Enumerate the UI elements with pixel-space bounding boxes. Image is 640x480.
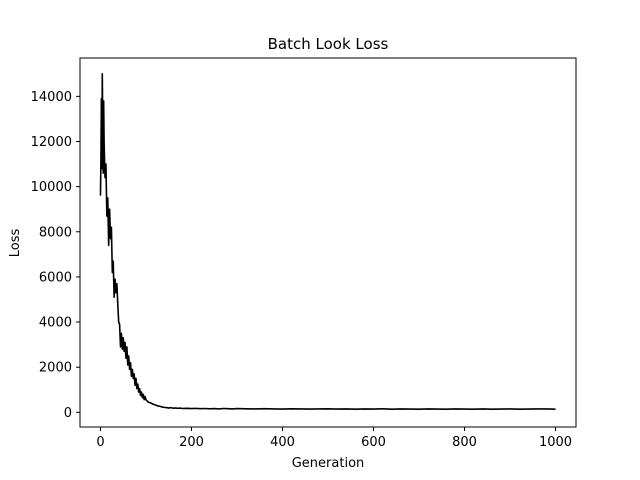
x-tick-label: 0 — [96, 435, 104, 450]
x-axis-label: Generation — [292, 456, 365, 471]
chart-title: Batch Look Loss — [268, 35, 389, 53]
y-tick-label: 6000 — [39, 270, 72, 285]
y-tick-label: 0 — [64, 406, 72, 421]
x-tick-label: 400 — [270, 435, 295, 450]
plot-area: 0 200 400 600 800 100002000400060008000100001… — [31, 57, 577, 450]
y-tick-label: 8000 — [39, 225, 72, 240]
loss-series-line — [99, 73, 556, 410]
y-tick-label: 10000 — [31, 180, 72, 195]
x-tick-label: 1000 — [539, 435, 572, 450]
x-tick-label: 200 — [179, 435, 204, 450]
y-tick-label: 14000 — [31, 90, 72, 105]
axes-frame — [79, 57, 577, 428]
x-tick-label: 600 — [361, 435, 386, 450]
y-tick-label: 4000 — [39, 316, 72, 331]
y-tick-label: 12000 — [31, 135, 72, 150]
y-axis-label: Loss — [8, 229, 23, 258]
x-tick-label: 800 — [452, 435, 477, 450]
y-tick-label: 2000 — [39, 361, 72, 376]
